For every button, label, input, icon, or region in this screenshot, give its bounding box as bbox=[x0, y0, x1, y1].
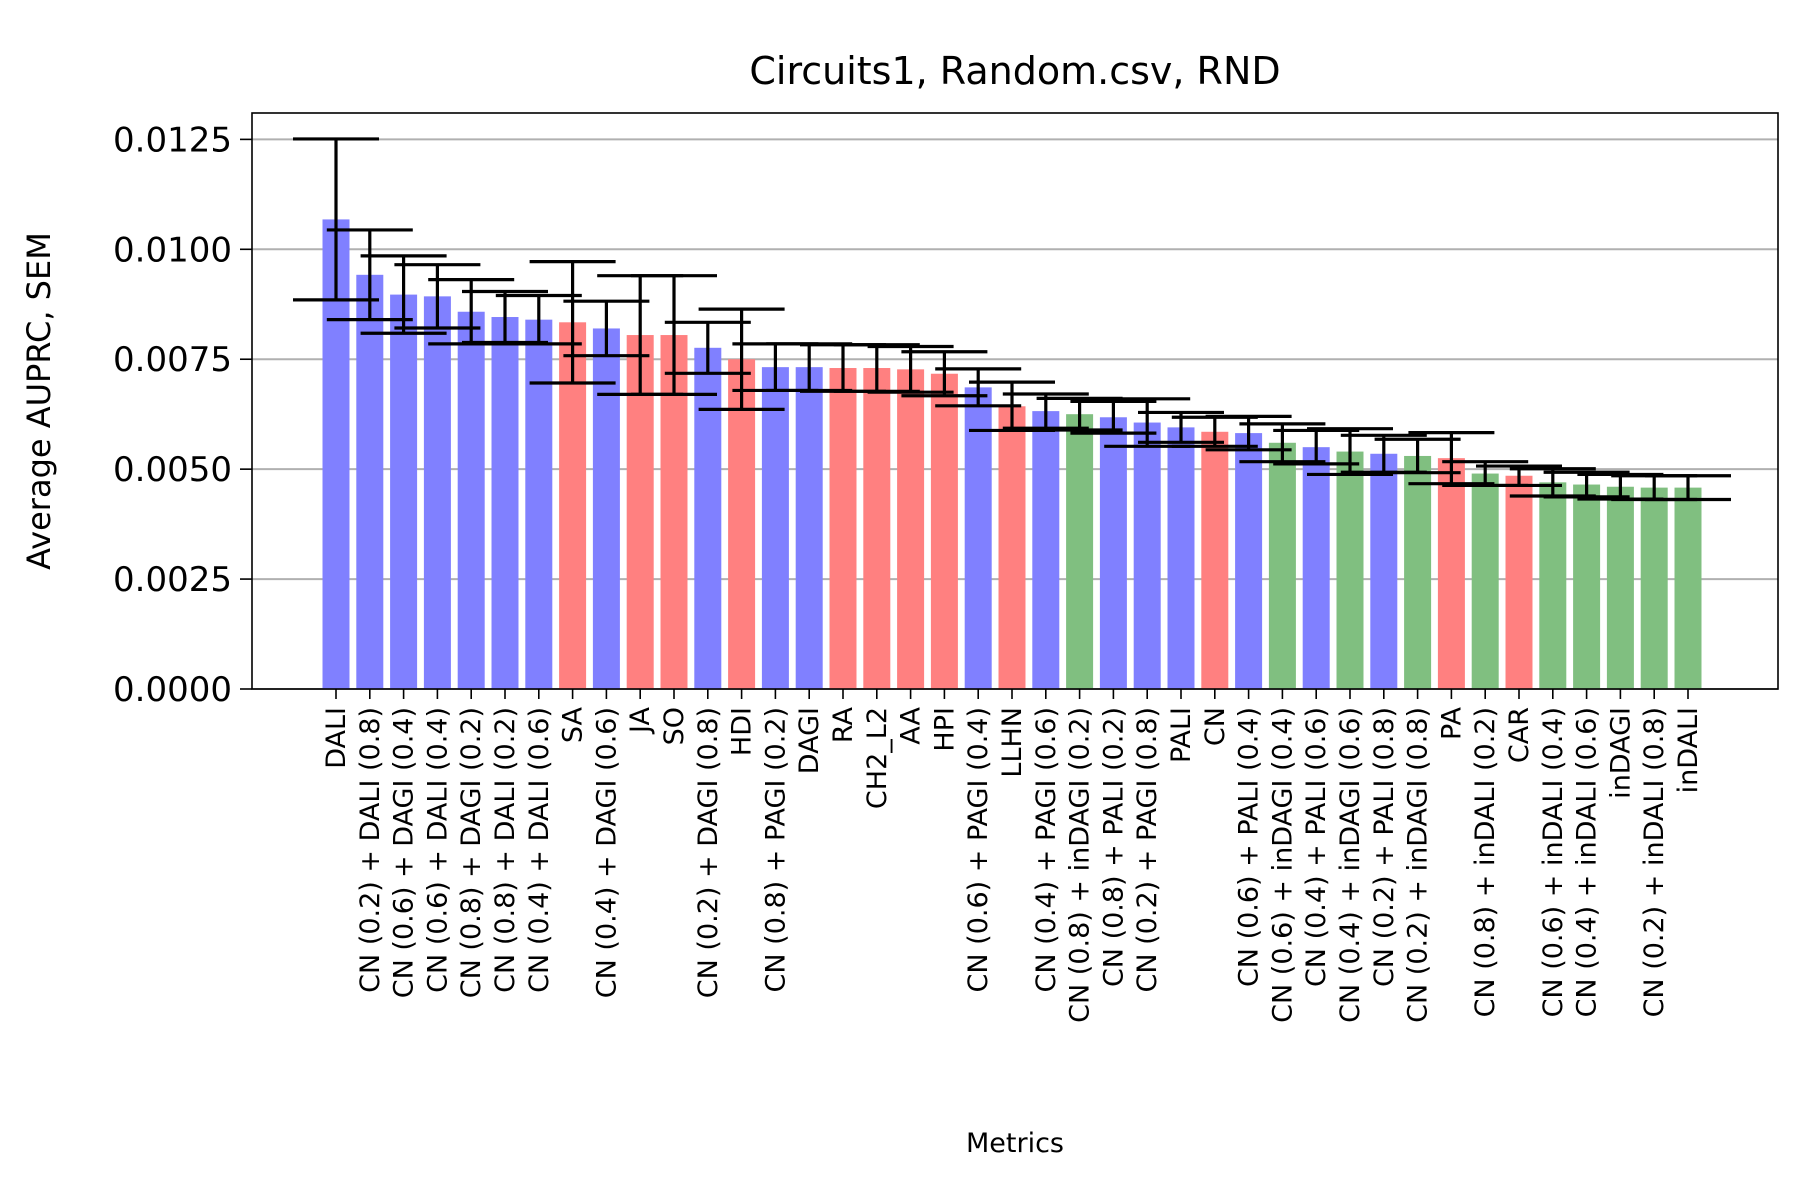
bar bbox=[457, 311, 485, 689]
x-tick-label: LLHN bbox=[997, 707, 1028, 778]
x-tick-label: AA bbox=[896, 706, 927, 744]
x-tick-label: CN (0.2) + inDALI (0.8) bbox=[1639, 707, 1670, 1017]
x-tick-label: CAR bbox=[1504, 707, 1535, 763]
x-axis-label: Metrics bbox=[966, 1128, 1064, 1159]
bar bbox=[1370, 453, 1398, 689]
bar bbox=[761, 367, 789, 689]
x-tick-label: HDI bbox=[727, 707, 758, 756]
bar bbox=[1404, 455, 1432, 689]
x-tick-label: PA bbox=[1436, 706, 1467, 740]
bar bbox=[423, 296, 451, 689]
y-axis-ticks: 0.0000 0.0025 0.0050 0.0075 0.0100 0.0125 bbox=[113, 120, 252, 710]
x-tick-label: CH2_L2 bbox=[862, 707, 893, 809]
y-axis-label: Average AUPRC, SEM bbox=[20, 232, 58, 570]
x-tick-label: CN (0.2) + PALI (0.8) bbox=[1369, 707, 1400, 987]
x-tick-label: CN (0.8) + DALI (0.2) bbox=[490, 707, 521, 993]
y-tick-label: 0.0075 bbox=[113, 340, 232, 380]
x-tick-label: CN (0.6) + inDAGI (0.4) bbox=[1267, 707, 1298, 1023]
x-tick-label: CN (0.6) + inDALI (0.4) bbox=[1538, 707, 1569, 1017]
bar bbox=[390, 294, 418, 689]
bar bbox=[897, 369, 925, 689]
x-tick-label: CN (0.4) + inDAGI (0.6) bbox=[1335, 707, 1366, 1023]
bar bbox=[795, 367, 823, 689]
x-tick-label: CN (0.8) + inDALI (0.2) bbox=[1470, 707, 1501, 1017]
y-tick-label: 0.0000 bbox=[113, 670, 232, 710]
bar bbox=[1032, 411, 1060, 689]
x-tick-label: PALI bbox=[1166, 707, 1197, 763]
bar bbox=[1235, 433, 1263, 689]
x-tick-label: CN (0.8) + PALI (0.2) bbox=[1098, 707, 1129, 987]
y-tick-label: 0.0100 bbox=[113, 230, 232, 270]
x-tick-label: DAGI bbox=[794, 707, 825, 774]
bar bbox=[1674, 487, 1702, 689]
x-tick-label: CN (0.6) + PALI (0.4) bbox=[1234, 707, 1265, 987]
bars bbox=[322, 219, 1702, 689]
bar bbox=[1201, 431, 1229, 689]
x-tick-label: CN (0.6) + PAGI (0.4) bbox=[963, 707, 994, 992]
x-tick-label: SO bbox=[659, 707, 690, 745]
bar bbox=[1606, 486, 1634, 689]
x-axis-ticks: DALI CN (0.2) + DALI (0.8) CN (0.6) + DAGI… bbox=[321, 689, 1704, 1023]
bar bbox=[1099, 417, 1127, 689]
x-tick-label: CN (0.4) + PALI (0.6) bbox=[1301, 707, 1332, 987]
bar bbox=[1133, 422, 1161, 689]
x-tick-label: CN (0.4) + DALI (0.6) bbox=[524, 707, 555, 993]
bar bbox=[1539, 482, 1567, 689]
x-tick-label: CN (0.2) + DAGI (0.8) bbox=[693, 707, 724, 998]
x-tick-label: HPI bbox=[929, 707, 960, 752]
bar bbox=[694, 347, 722, 689]
bar bbox=[1471, 473, 1499, 689]
x-tick-label: CN (0.6) + DAGI (0.4) bbox=[389, 707, 420, 998]
bar bbox=[1268, 442, 1296, 689]
error-bars bbox=[293, 137, 1731, 502]
bar bbox=[1167, 427, 1195, 689]
x-tick-label: CN (0.6) + DALI (0.4) bbox=[422, 707, 453, 993]
x-tick-label: CN (0.4) + DAGI (0.6) bbox=[591, 707, 622, 998]
bar bbox=[1437, 458, 1465, 689]
x-tick-label: CN (0.2) + inDAGI (0.8) bbox=[1403, 707, 1434, 1023]
bar bbox=[1066, 414, 1094, 689]
x-tick-label: RA bbox=[828, 706, 859, 743]
bar bbox=[930, 373, 958, 689]
x-tick-label: CN (0.2) + DALI (0.8) bbox=[355, 707, 386, 993]
x-tick-label: inDALI bbox=[1673, 707, 1704, 793]
y-tick-label: 0.0025 bbox=[113, 560, 232, 600]
plot-frame bbox=[251, 112, 1779, 690]
x-tick-label: DALI bbox=[321, 707, 352, 769]
x-tick-label: CN (0.8) + inDAGI (0.2) bbox=[1065, 707, 1096, 1023]
x-tick-label: CN (0.8) + PAGI (0.2) bbox=[760, 707, 791, 992]
x-tick-label: inDAGI bbox=[1605, 707, 1636, 799]
x-tick-label: CN (0.8) + DAGI (0.2) bbox=[456, 707, 487, 998]
y-tick-label: 0.0050 bbox=[113, 450, 232, 490]
bar bbox=[728, 359, 756, 689]
bar bbox=[356, 274, 384, 689]
bar bbox=[964, 387, 992, 689]
bar bbox=[525, 319, 553, 689]
x-tick-label: CN (0.4) + inDALI (0.6) bbox=[1572, 707, 1603, 1017]
x-tick-label: CN (0.2) + PAGI (0.8) bbox=[1132, 707, 1163, 992]
bar bbox=[592, 328, 620, 689]
bar bbox=[1573, 484, 1601, 689]
bar bbox=[829, 368, 857, 689]
bar bbox=[1640, 487, 1668, 689]
bar bbox=[1336, 451, 1364, 689]
x-tick-label: SA bbox=[558, 706, 589, 743]
x-tick-label: CN (0.4) + PAGI (0.6) bbox=[1031, 707, 1062, 992]
y-tick-label: 0.0125 bbox=[113, 120, 232, 160]
bar bbox=[1302, 447, 1330, 689]
bar bbox=[998, 406, 1026, 689]
x-tick-label: CN bbox=[1200, 707, 1231, 746]
bar bbox=[491, 317, 519, 689]
bar bbox=[863, 368, 891, 689]
chart-title: Circuits1, Random.csv, RND bbox=[749, 49, 1280, 93]
bar bbox=[1505, 475, 1533, 689]
x-tick-label: JA bbox=[625, 706, 656, 734]
